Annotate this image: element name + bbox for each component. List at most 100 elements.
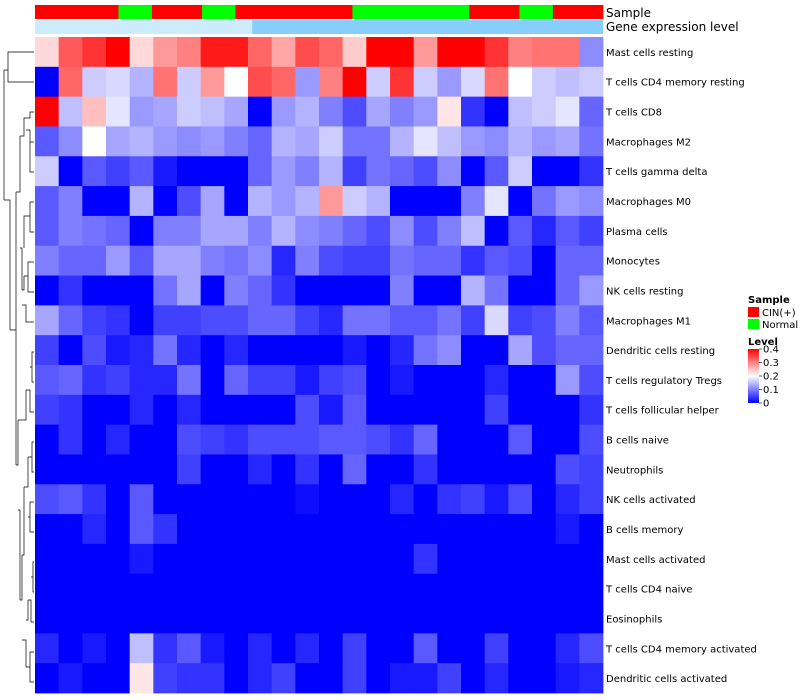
heatmap-cell — [342, 275, 367, 306]
heatmap-cell — [271, 543, 296, 575]
heatmap-cell — [461, 484, 486, 515]
heatmap-cell — [555, 514, 580, 545]
heatmap-cell — [437, 454, 462, 485]
heatmap-cell — [437, 484, 462, 515]
heatmap-cell — [35, 215, 60, 247]
heatmap-cell — [555, 126, 580, 157]
heatmap-cell — [58, 514, 83, 545]
heatmap-cell — [437, 275, 462, 306]
heatmap-cell — [295, 484, 320, 515]
heatmap-cell — [484, 454, 509, 485]
heatmap-cell — [555, 484, 580, 515]
heatmap-cell — [390, 156, 415, 187]
heatmap-cell — [153, 275, 178, 306]
heatmap-cell — [508, 245, 533, 276]
heatmap-cell — [366, 275, 391, 306]
heatmap-cell — [224, 514, 249, 545]
heatmap-cell — [106, 603, 131, 634]
heatmap-cell — [319, 156, 344, 187]
heatmap-cell — [484, 484, 509, 515]
heatmap-cell — [177, 275, 202, 306]
heatmap-cell — [82, 215, 107, 247]
heatmap-cell — [437, 633, 462, 664]
heatmap-cell — [508, 484, 533, 515]
heatmap-cell — [271, 663, 296, 694]
heatmap-cell — [129, 514, 154, 545]
heatmap-cell — [555, 245, 580, 276]
heatmap-cell — [295, 394, 320, 426]
heatmap-cell — [248, 424, 273, 455]
heatmap-cell — [177, 394, 202, 426]
heatmap-cell — [532, 186, 557, 217]
heatmap-cell — [58, 365, 83, 396]
heatmap-cell — [200, 424, 225, 455]
heatmap-cell — [35, 514, 60, 545]
heatmap-cell — [82, 484, 107, 515]
row-label: NK cells activated — [606, 495, 696, 506]
heatmap-cell — [177, 245, 202, 276]
heatmap-cell — [58, 573, 83, 604]
heatmap-cell — [555, 394, 580, 426]
heatmap-cell — [484, 543, 509, 575]
heatmap-cell — [437, 514, 462, 545]
heatmap-cell — [461, 275, 486, 306]
sample-annotation-cell — [319, 5, 337, 19]
heatmap-cell — [106, 335, 131, 366]
heatmap-cell — [437, 66, 462, 98]
heatmap-cell — [461, 573, 486, 604]
heatmap-cell — [579, 275, 604, 306]
heatmap-cell — [461, 245, 486, 276]
heatmap-cell — [579, 633, 604, 664]
heatmap-cell — [35, 156, 60, 187]
heatmap-cell — [342, 514, 367, 545]
heatmap-cell — [106, 633, 131, 664]
heatmap-cell — [579, 186, 604, 217]
heatmap-cell — [58, 156, 83, 187]
heatmap-cell — [366, 573, 391, 604]
legend-label-normal: Normal — [762, 320, 798, 331]
heatmap-cell — [366, 156, 391, 187]
heatmap-cell — [271, 215, 296, 247]
heatmap-cell — [106, 37, 131, 68]
heatmap-cell — [35, 305, 60, 336]
heatmap-cell — [82, 66, 107, 98]
heatmap-cell — [82, 275, 107, 306]
heatmap-cell — [508, 126, 533, 157]
heatmap-cell — [35, 663, 60, 694]
heatmap-cell — [200, 186, 225, 217]
heatmap-cell — [35, 424, 60, 455]
heatmap-cell — [129, 275, 154, 306]
heatmap-cell — [461, 633, 486, 664]
heatmap-cell — [484, 275, 509, 306]
heatmap-cell — [153, 603, 178, 634]
heatmap-cell — [106, 573, 131, 604]
heatmap-cell — [508, 424, 533, 455]
heatmap-cell — [366, 186, 391, 217]
heatmap-cell — [177, 96, 202, 127]
heatmap-cell — [413, 514, 438, 545]
row-label: T cells CD4 memory resting — [605, 78, 745, 89]
heatmap-cell — [390, 126, 415, 157]
legend-level-gradient — [748, 349, 759, 403]
heatmap-cell — [295, 245, 320, 276]
heatmap-cell — [58, 633, 83, 664]
heatmap-cell — [153, 663, 178, 694]
heatmap-cell — [82, 514, 107, 545]
heatmap-cell — [271, 484, 296, 515]
heatmap-cell — [390, 633, 415, 664]
heatmap-cell — [508, 573, 533, 604]
heatmap-cell — [461, 156, 486, 187]
heatmap-cell — [82, 96, 107, 127]
heatmap-cell — [153, 633, 178, 664]
heatmap-cell — [437, 663, 462, 694]
heatmap-cell — [390, 394, 415, 426]
heatmap-cell — [366, 96, 391, 127]
heatmap-cell — [437, 603, 462, 634]
heatmap-cell — [366, 37, 391, 68]
heatmap-cell — [484, 305, 509, 336]
heatmap-cell — [319, 215, 344, 247]
heatmap-cell — [200, 215, 225, 247]
legend-level-tick-label: 0.4 — [763, 345, 779, 356]
row-label: Monocytes — [606, 257, 660, 268]
row-labels: Mast cells resting T cells CD4 memory res… — [605, 48, 757, 685]
